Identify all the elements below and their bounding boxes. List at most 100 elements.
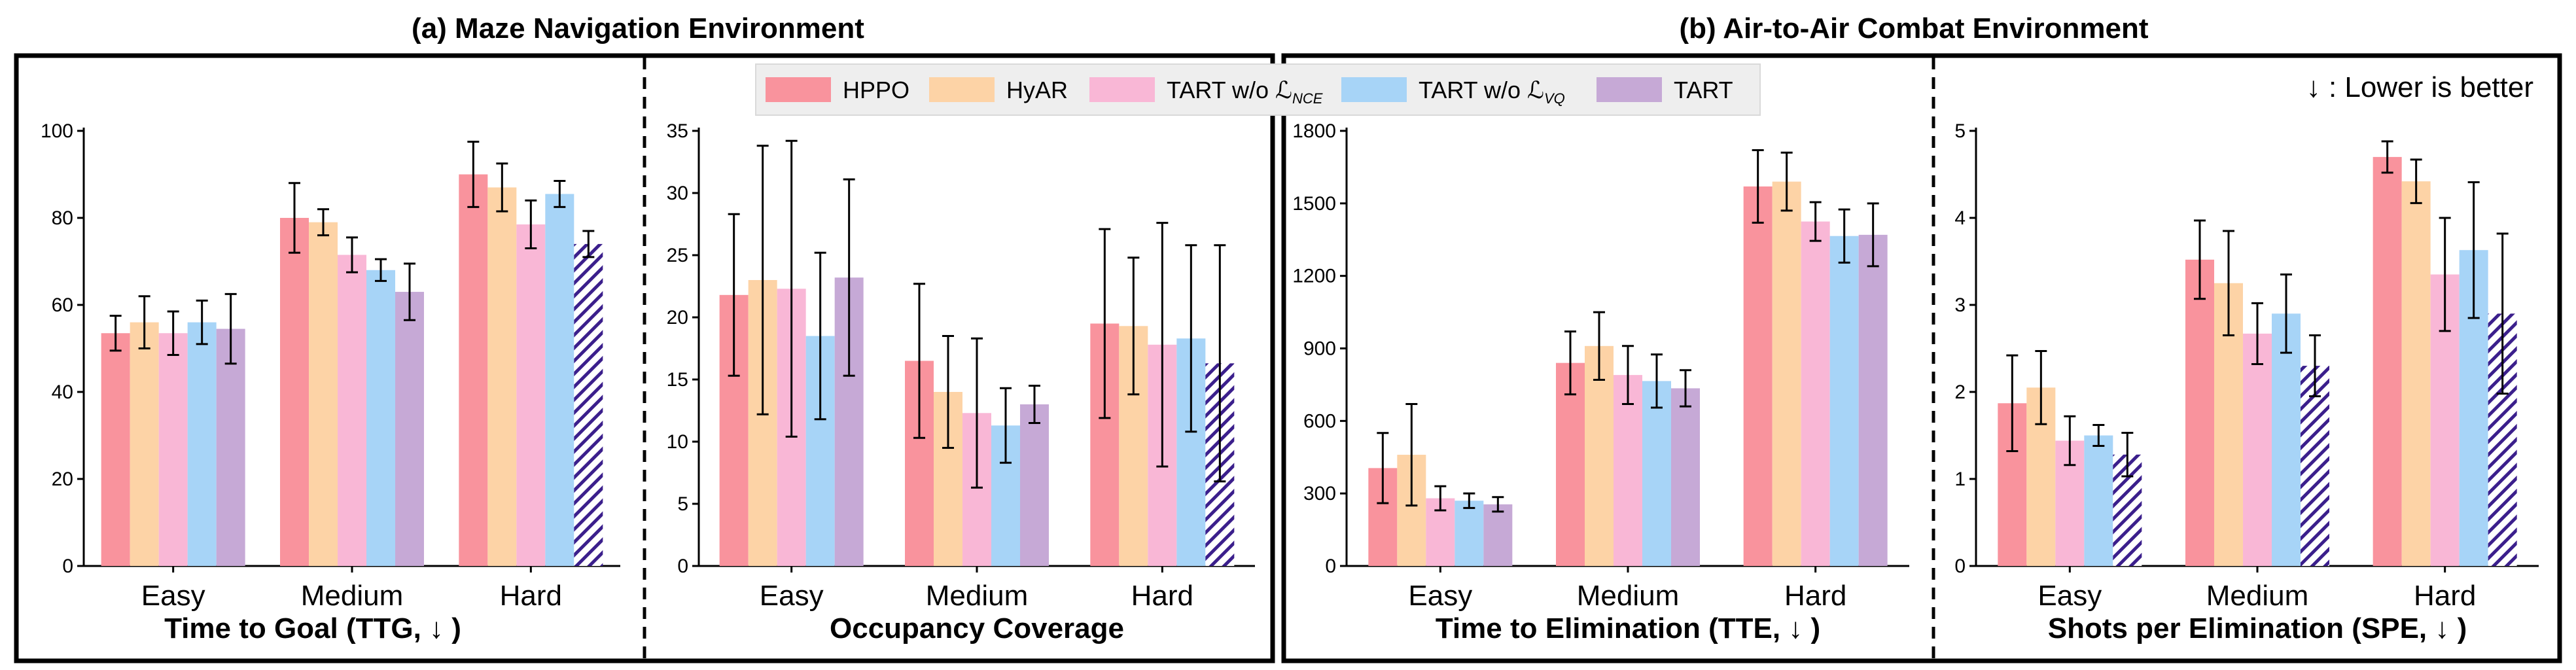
title-left: (a) Maze Navigation Environment	[412, 12, 864, 44]
legend-swatch-3	[1341, 77, 1407, 102]
legend-item-1: HyAR	[929, 77, 1068, 103]
y-tick-label: 5	[677, 493, 688, 515]
legend-swatch-2	[1089, 77, 1155, 102]
bar-tte-hard-s0	[1743, 186, 1773, 566]
y-tick-label: 10	[667, 431, 688, 453]
y-tick-label: 0	[1954, 555, 1966, 577]
legend-item-0: HPPO	[766, 77, 909, 103]
right-panel-frame	[1281, 53, 2562, 663]
legend-swatch-0	[766, 77, 831, 102]
bar-tte-easy-s3	[1455, 501, 1484, 566]
legend-box	[755, 63, 1761, 116]
bar-ttg-hard-s2	[516, 224, 546, 567]
x-tick-label-hard: Hard	[1784, 580, 1846, 612]
bar-tte-hard-s2	[1801, 221, 1830, 567]
bar-spe-easy-s3	[2084, 435, 2113, 566]
bar-spe-medium-s4	[2301, 366, 2329, 566]
legend-item-3: TART w/o ℒVQ	[1341, 77, 1565, 107]
x-tick-label-hard: Hard	[2414, 580, 2476, 612]
legend-label-2: TART w/o ℒNCE	[1167, 77, 1323, 107]
legend-label-2-main: TART w/o ℒ	[1167, 77, 1292, 103]
bar-tte-medium-s0	[1556, 362, 1585, 566]
chart-ttg: 0 20 40 60 80 100 Easy Medium Hard Time to Goal (…	[41, 120, 620, 644]
x-axis-title-spe: Shots per Elimination (SPE, ↓ )	[2048, 612, 2467, 644]
bar-occupancy-medium-s4	[1020, 404, 1049, 566]
bar-tte-medium-s2	[1614, 375, 1642, 566]
y-tick-label: 60	[52, 294, 73, 316]
legend-label-3-sub: VQ	[1544, 90, 1565, 107]
y-tick-label: 35	[667, 120, 688, 142]
legend-label-1: HyAR	[1006, 77, 1068, 103]
bar-ttg-hard-s3	[545, 194, 574, 566]
x-tick-label-hard: Hard	[1131, 580, 1193, 612]
bar-ttg-medium-s4	[395, 292, 424, 566]
x-tick-label-medium: Medium	[1577, 580, 1680, 612]
y-tick-label: 600	[1303, 410, 1336, 432]
y-tick-label: 5	[1954, 120, 1966, 142]
x-tick-label-easy: Easy	[1408, 580, 1472, 612]
y-tick-label: 2	[1954, 381, 1966, 403]
y-tick-label: 20	[667, 307, 688, 328]
bar-tte-hard-s4	[1858, 234, 1888, 566]
y-tick-label: 0	[62, 555, 73, 577]
bar-tte-easy-s4	[1483, 504, 1513, 566]
legend-label-0: HPPO	[843, 77, 909, 103]
bar-ttg-hard-s1	[487, 187, 517, 566]
y-tick-label: 40	[52, 381, 73, 403]
x-tick-label-medium: Medium	[926, 580, 1029, 612]
y-tick-label: 1800	[1292, 120, 1336, 142]
y-tick-label: 0	[677, 555, 688, 577]
legend-label-2-sub: NCE	[1292, 90, 1323, 107]
x-tick-label-medium: Medium	[2206, 580, 2309, 612]
y-tick-label: 30	[667, 183, 688, 204]
y-tick-label: 3	[1954, 294, 1966, 316]
bar-ttg-hard-s0	[459, 174, 488, 566]
legend-swatch-1	[929, 77, 995, 102]
y-tick-label: 25	[667, 245, 688, 266]
bar-spe-hard-s1	[2401, 181, 2431, 566]
legend-item-2: TART w/o ℒNCE	[1089, 77, 1323, 107]
x-tick-label-medium: Medium	[301, 580, 404, 612]
y-tick-label: 20	[52, 468, 73, 490]
y-tick-label: 100	[41, 120, 73, 142]
bar-spe-medium-s3	[2272, 313, 2301, 566]
bar-ttg-easy-s1	[130, 322, 159, 566]
bar-tte-medium-s4	[1671, 388, 1700, 566]
legend-item-4: TART	[1597, 77, 1733, 103]
y-tick-label: 4	[1954, 207, 1966, 229]
bar-ttg-hard-s4	[574, 243, 603, 566]
left-panel-frame	[14, 53, 1275, 663]
y-tick-label: 1500	[1292, 193, 1336, 215]
y-tick-label: 1	[1954, 468, 1966, 490]
y-tick-label: 300	[1303, 483, 1336, 504]
legend-label-3: TART w/o ℒVQ	[1419, 77, 1565, 107]
legend: HPPO HyAR TART w/o ℒNCE TART w/o ℒVQ TAR…	[755, 63, 1761, 116]
bar-tte-hard-s3	[1829, 236, 1859, 566]
bar-ttg-medium-s1	[309, 222, 338, 566]
bar-ttg-easy-s3	[187, 322, 217, 566]
bar-spe-medium-s0	[2185, 259, 2214, 566]
bar-tte-medium-s1	[1585, 345, 1614, 566]
bar-ttg-easy-s2	[158, 333, 188, 566]
bar-tte-hard-s1	[1772, 181, 1801, 566]
y-tick-label: 0	[1325, 555, 1336, 577]
lower-is-better-note: ↓ : Lower is better	[2306, 71, 2533, 103]
x-axis-title-occupancy: Occupancy Coverage	[830, 612, 1124, 644]
bar-tte-medium-s3	[1642, 381, 1671, 566]
x-tick-label-easy: Easy	[141, 580, 205, 612]
bar-ttg-medium-s3	[366, 270, 395, 566]
y-tick-label: 900	[1303, 338, 1336, 360]
y-tick-label: 15	[667, 369, 688, 391]
title-right: (b) Air-to-Air Combat Environment	[1680, 12, 2149, 44]
bar-ttg-easy-s4	[216, 328, 245, 566]
bar-ttg-medium-s0	[280, 218, 309, 566]
x-axis-title-tte: Time to Elimination (TTE, ↓ )	[1436, 612, 1820, 644]
x-tick-label-easy: Easy	[760, 580, 824, 612]
legend-label-3-main: TART w/o ℒ	[1419, 77, 1544, 103]
chart-tte: 0 300 600 900 1200 1500 1800 Easy Medium HardTime…	[1292, 120, 1909, 644]
legend-label-4: TART	[1674, 77, 1733, 103]
